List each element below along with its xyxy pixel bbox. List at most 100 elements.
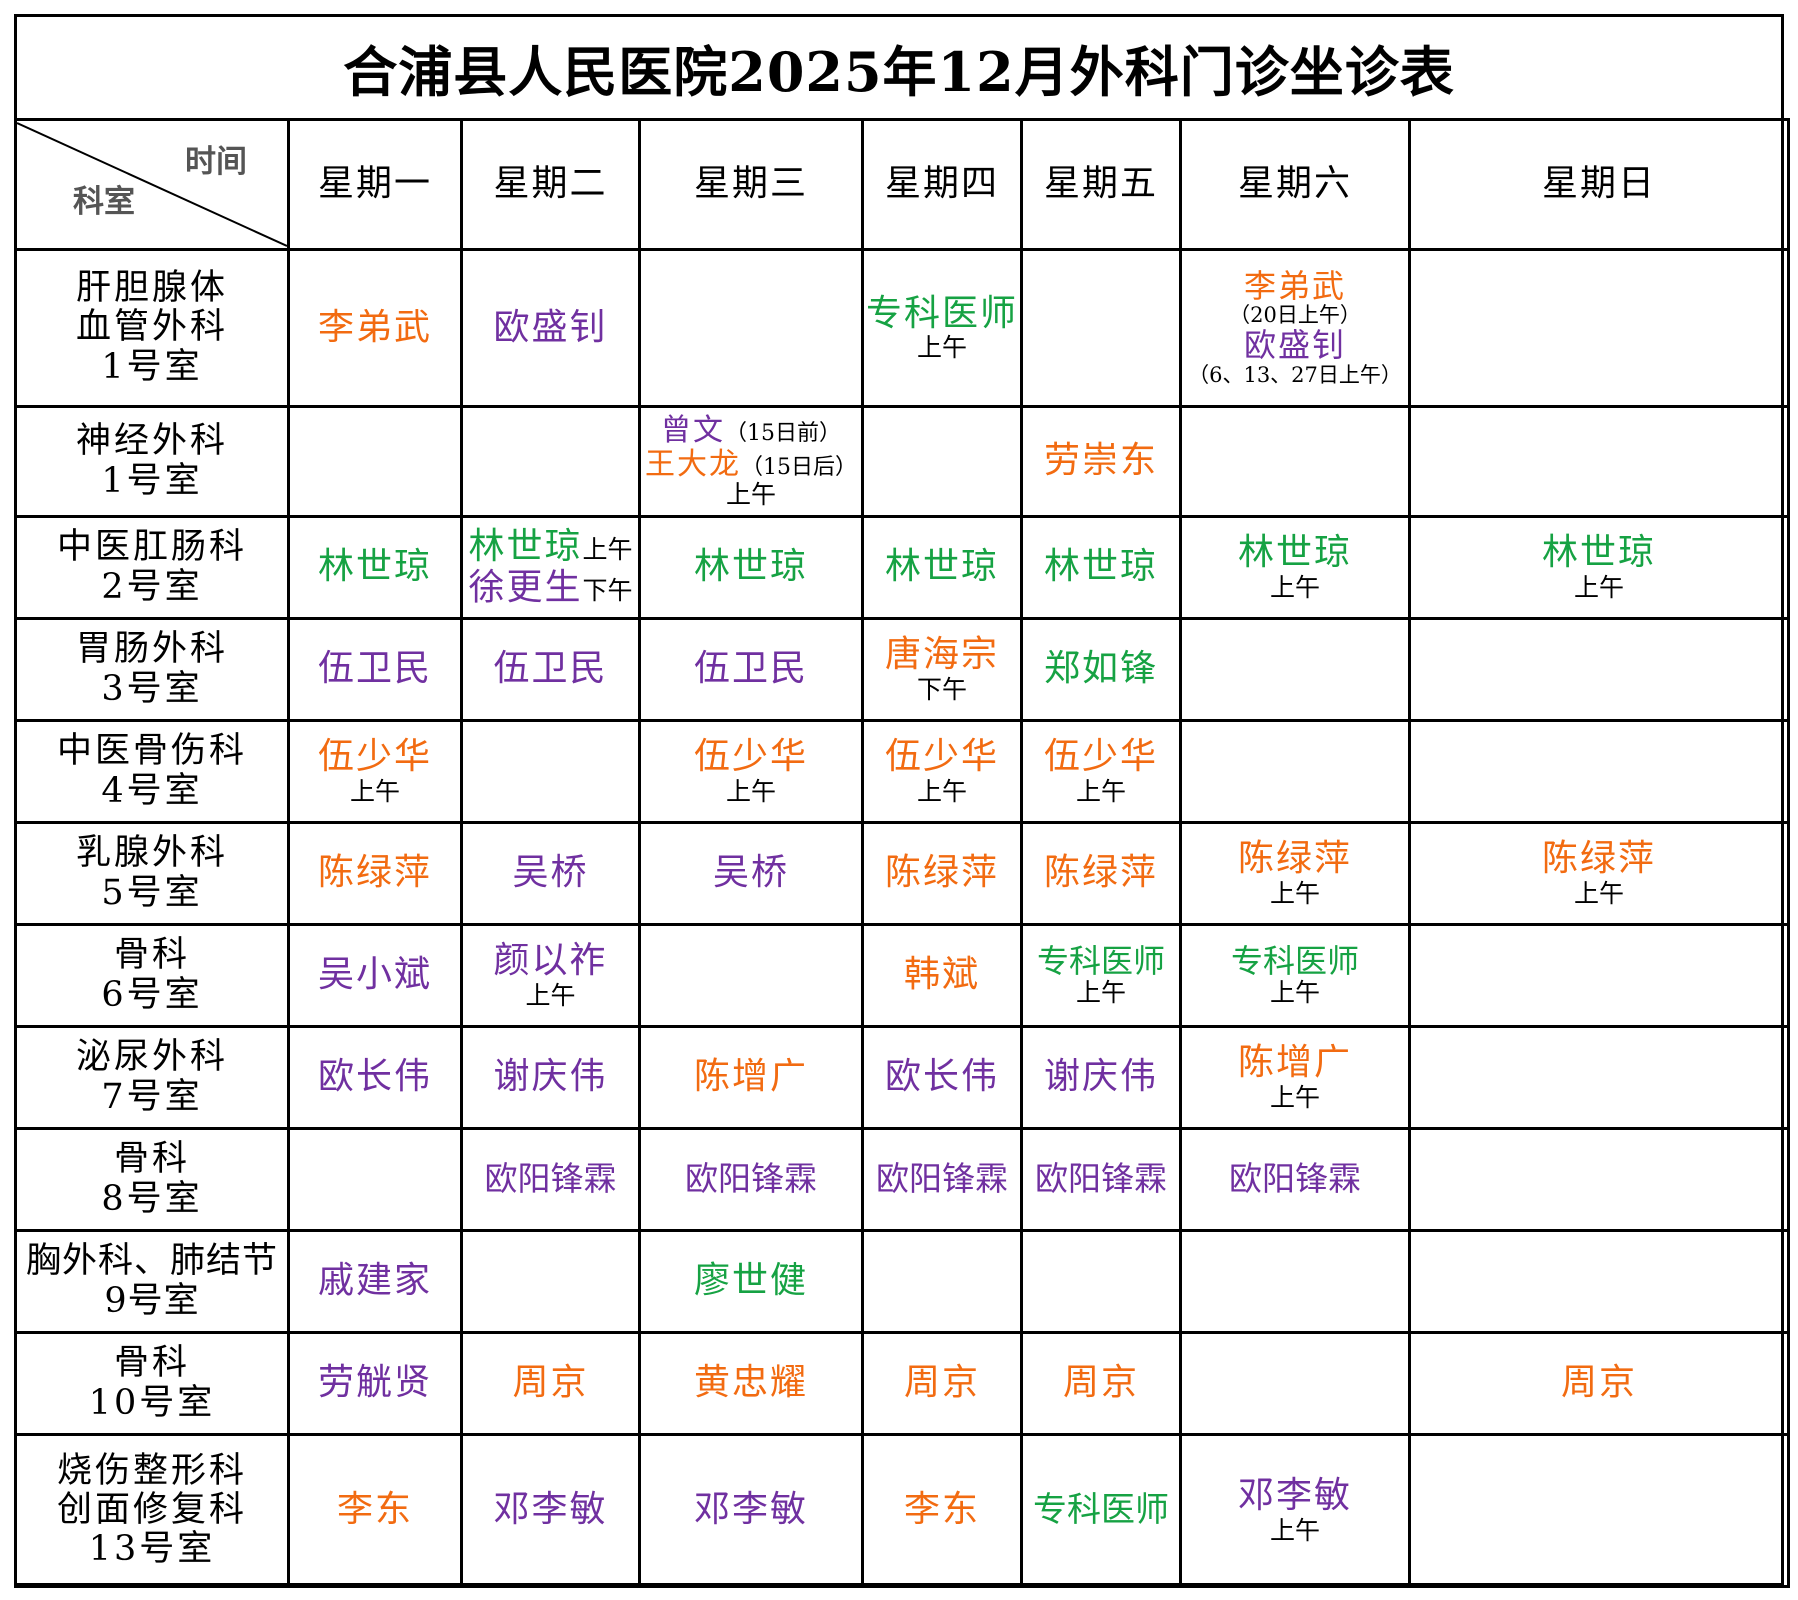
doctor-name: 欧盛钊 (1243, 326, 1346, 364)
schedule-cell (460, 1229, 641, 1334)
schedule-cell (861, 405, 1023, 518)
doctor-name: 李东 (903, 1489, 980, 1531)
doctor-name: 唐海宗 (884, 634, 999, 676)
dept-cell: 神经外科 1号室 (14, 405, 290, 518)
doctor-name: 劳觥贤 (317, 1362, 432, 1404)
doctor-name: 林世琼 (1237, 532, 1352, 574)
doctor-name: 欧阳锋霖 (484, 1159, 617, 1199)
doctor-name: 陈增广 (693, 1056, 808, 1098)
dept-name: 泌尿外科 (75, 1037, 228, 1078)
schedule-cell: 欧阳锋霖 (1020, 1127, 1182, 1232)
doctor-name: 周京 (903, 1362, 980, 1404)
schedule-cell: 劳崇东 (1020, 405, 1182, 518)
schedule-cell: 邓李敏 (638, 1433, 864, 1588)
schedule-cell (460, 719, 641, 824)
schedule-cell: 林世琼 上午 (1408, 515, 1790, 620)
room-number: 1号室 (101, 346, 203, 387)
schedule-cell: 林世琼 (1020, 515, 1182, 620)
doctor-name: 吴小斌 (317, 954, 432, 996)
day-header-thu: 星期四 (861, 118, 1023, 251)
schedule-cell: 颜以祚 上午 (460, 923, 641, 1028)
session-note: 上午 (1573, 878, 1624, 908)
schedule-cell: 陈绿萍 (1020, 821, 1182, 926)
table-row: 胃肠外科 3号室 伍卫民 伍卫民 伍卫民 唐海宗 下午 郑如锋 (14, 617, 1790, 722)
dept-name: 烧伤整形科 (56, 1450, 247, 1491)
schedule-cell: 周京 (861, 1331, 1023, 1436)
schedule-cell (1408, 1229, 1790, 1334)
corner-time-label: 时间 (185, 144, 247, 180)
doctor-name: 劳崇东 (1043, 440, 1158, 482)
doctor-name: 林世琼 (317, 546, 432, 588)
dept-name: 神经外科 (75, 421, 228, 462)
corner-header: 时间 科室 (14, 118, 290, 251)
schedule-cell: 欧长伟 (287, 1025, 463, 1130)
corner-dept-label: 科室 (73, 184, 135, 221)
schedule-cell: 廖世健 (638, 1229, 864, 1334)
doctor-name: 林世琼 (693, 546, 808, 588)
doctor-name: 廖世健 (693, 1260, 808, 1302)
schedule-cell: 欧阳锋霖 (861, 1127, 1023, 1232)
dept-cell: 骨科 10号室 (14, 1331, 290, 1436)
schedule-cell: 曾文（15日前） 王大龙（15日后） 上午 (638, 405, 864, 518)
table-row: 骨科 8号室 欧阳锋霖 欧阳锋霖 欧阳锋霖 欧阳锋霖 欧阳锋霖 (14, 1127, 1790, 1232)
page-title: 合浦县人民医院2025年12月外科门诊坐诊表 (17, 17, 1781, 121)
schedule-cell (1408, 405, 1790, 518)
doctor-name: 伍卫民 (493, 648, 608, 690)
doctor-name: 李弟武 (1243, 266, 1346, 305)
doctor-name: 颜以祚 (493, 940, 608, 982)
session-note: 上午 (916, 333, 967, 363)
dept-cell: 中医肛肠科 2号室 (14, 515, 290, 620)
schedule-cell: 周京 (1408, 1331, 1790, 1436)
schedule-cell (287, 405, 463, 518)
dept-name: 中医骨伤科 (56, 731, 247, 772)
schedule-cell (1408, 1025, 1790, 1130)
schedule-cell (1179, 719, 1411, 824)
schedule-cell: 伍少华 上午 (287, 719, 463, 824)
session-note: 上午 (1269, 878, 1320, 908)
day-header-sat: 星期六 (1179, 118, 1411, 251)
schedule-cell (1179, 405, 1411, 518)
date-note: （15日前） (725, 420, 841, 446)
room-number: 8号室 (101, 1178, 203, 1219)
schedule-cell: 伍卫民 (287, 617, 463, 722)
table-row: 乳腺外科 5号室 陈绿萍 吴桥 吴桥 陈绿萍 陈绿萍 陈绿萍 上午 陈绿萍 上午 (14, 821, 1790, 926)
doctor-name: 伍少华 (693, 736, 808, 778)
room-number: 3号室 (101, 668, 203, 709)
day-header-sun: 星期日 (1408, 118, 1790, 251)
session-note: 上午 (582, 535, 633, 565)
schedule-cell: 李弟武 （20日上午） 欧盛钊 （6、13、27日上午） (1179, 248, 1411, 408)
doctor-name: 邓李敏 (493, 1489, 608, 1531)
schedule-cell: 林世琼上午 徐更生下午 (460, 515, 641, 620)
doctor-name: 戚建家 (317, 1260, 432, 1302)
schedule-cell (1408, 1127, 1790, 1232)
schedule-cell: 伍少华 上午 (1020, 719, 1182, 824)
schedule-cell: 陈绿萍 上午 (1408, 821, 1790, 926)
room-number: 9号室 (104, 1280, 200, 1321)
schedule-cell: 邓李敏 (460, 1433, 641, 1588)
doctor-name: 吴桥 (512, 852, 589, 894)
doctor-name: 欧盛钊 (493, 306, 608, 348)
schedule-cell: 欧阳锋霖 (638, 1127, 864, 1232)
doctor-name: 王大龙 (645, 446, 741, 482)
room-number: 4号室 (101, 770, 203, 811)
session-note: 上午 (525, 980, 576, 1010)
schedule-cell: 伍少华 上午 (638, 719, 864, 824)
room-number: 2号室 (101, 566, 203, 607)
room-number: 7号室 (101, 1076, 203, 1117)
doctor-name: 林世琼 (468, 526, 583, 568)
dept-cell: 烧伤整形科 创面修复科 13号室 (14, 1433, 290, 1588)
dept-cell: 中医骨伤科 4号室 (14, 719, 290, 824)
dept-name: 乳腺外科 (75, 833, 228, 874)
schedule-cell: 黄忠耀 (638, 1331, 864, 1436)
schedule-cell: 林世琼 (638, 515, 864, 620)
schedule-cell: 林世琼 (861, 515, 1023, 620)
room-number: 1号室 (101, 460, 203, 501)
doctor-name: 林世琼 (1541, 532, 1656, 574)
table-row: 骨科 6号室 吴小斌 颜以祚 上午 韩斌 专科医师 上午 专科医师 上午 (14, 923, 1790, 1028)
schedule-cell (1408, 719, 1790, 824)
dept-cell: 泌尿外科 7号室 (14, 1025, 290, 1130)
doctor-name: 周京 (512, 1362, 589, 1404)
schedule-sheet: 合浦县人民医院2025年12月外科门诊坐诊表 时间 科室 星期一 星期二 星期三… (14, 14, 1790, 1588)
doctor-name: 谢庆伟 (1043, 1056, 1158, 1098)
schedule-cell: 伍少华 上午 (861, 719, 1023, 824)
